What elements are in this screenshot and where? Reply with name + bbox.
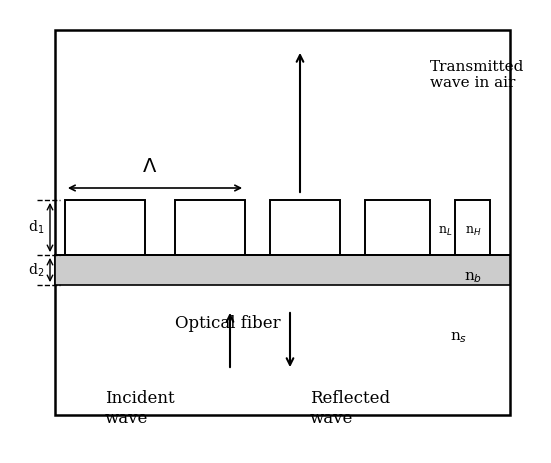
Text: n$_H$: n$_H$ — [465, 225, 482, 238]
Bar — [55, 255, 510, 285]
Bar — [55, 30, 510, 415]
Bar — [455, 200, 490, 255]
Text: n$_L$: n$_L$ — [438, 225, 452, 238]
Bar — [65, 200, 145, 255]
Text: Incident
wave: Incident wave — [105, 390, 175, 426]
Text: Transmitted
wave in air: Transmitted wave in air — [430, 60, 525, 90]
Text: n$_b$: n$_b$ — [464, 270, 482, 285]
Text: Optical fiber: Optical fiber — [175, 315, 280, 332]
Text: d$_1$: d$_1$ — [28, 218, 44, 236]
Text: n$_s$: n$_s$ — [450, 330, 467, 344]
Bar — [270, 200, 340, 255]
Bar — [175, 200, 245, 255]
Text: d$_2$: d$_2$ — [28, 261, 44, 279]
Text: $\Lambda$: $\Lambda$ — [142, 158, 158, 176]
Text: Reflected
wave: Reflected wave — [310, 390, 390, 426]
Bar — [365, 200, 430, 255]
